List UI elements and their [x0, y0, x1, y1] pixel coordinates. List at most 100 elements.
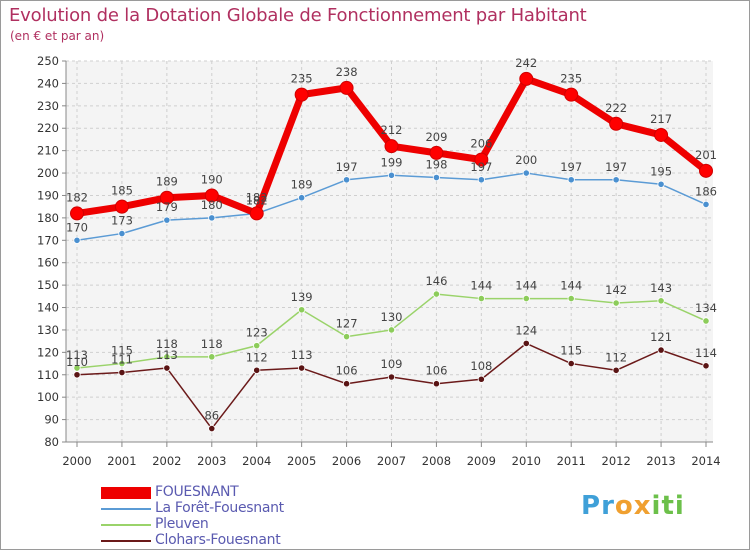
x-tick-label: 2002 — [152, 454, 181, 468]
data-point-fouesnant — [339, 80, 354, 95]
data-label-pleuven: 143 — [650, 281, 672, 295]
proxiti-logo: Proxiti — [581, 491, 685, 521]
data-label-fouesnant: 206 — [470, 137, 492, 151]
x-tick-label: 2000 — [62, 454, 91, 468]
x-tick-label: 2004 — [242, 454, 271, 468]
x-tick-label: 2006 — [332, 454, 361, 468]
data-point-pleuven — [522, 294, 530, 303]
data-point-fouesnant — [474, 152, 489, 167]
data-point-clohars-fouesnant — [387, 373, 396, 381]
y-tick-label: 90 — [44, 413, 59, 427]
y-tick-label: 230 — [37, 99, 59, 113]
data-label-pleuven: 142 — [605, 283, 627, 297]
data-label-clohars-fouesnant: 114 — [695, 346, 717, 360]
data-label-clohars-fouesnant: 121 — [650, 330, 672, 344]
y-tick-label: 200 — [37, 166, 59, 180]
data-label-clohars-fouesnant: 110 — [66, 355, 88, 369]
data-point-clohars-fouesnant — [118, 368, 126, 377]
chart-subtitle: (en € et par an) — [10, 29, 105, 43]
x-tick-label: 2012 — [602, 454, 631, 468]
legend-swatch — [101, 501, 151, 517]
data-point-pleuven — [208, 353, 216, 361]
logo-letter: x — [633, 491, 652, 521]
data-point-fouesnant — [294, 87, 309, 102]
data-point-fouesnant — [114, 199, 129, 214]
data-point-la-for-t-fouesnant — [298, 194, 306, 202]
data-label-fouesnant: 242 — [515, 56, 537, 70]
data-label-la-for-t-fouesnant: 182 — [246, 193, 268, 207]
x-tick-label: 2013 — [646, 454, 675, 468]
data-point-clohars-fouesnant — [73, 371, 81, 379]
y-tick-label: 150 — [37, 278, 59, 292]
data-label-fouesnant: 212 — [381, 123, 403, 137]
x-tick-label: 2011 — [557, 454, 586, 468]
data-label-la-for-t-fouesnant: 189 — [291, 178, 313, 192]
data-point-fouesnant — [384, 139, 399, 154]
data-point-clohars-fouesnant — [163, 364, 171, 372]
logo-letter: i — [651, 491, 662, 521]
x-tick-label: 2010 — [512, 454, 541, 468]
data-label-fouesnant: 222 — [605, 101, 627, 115]
data-label-fouesnant: 182 — [246, 190, 268, 204]
data-label-clohars-fouesnant: 106 — [336, 364, 358, 378]
data-label-fouesnant: 189 — [156, 175, 178, 189]
y-tick-label: 180 — [37, 211, 59, 225]
data-label-pleuven: 139 — [291, 290, 313, 304]
y-tick-label: 80 — [44, 435, 59, 449]
data-point-pleuven — [298, 306, 306, 314]
data-label-fouesnant: 235 — [560, 72, 582, 86]
data-label-clohars-fouesnant: 124 — [515, 323, 537, 337]
data-point-clohars-fouesnant — [567, 359, 575, 368]
data-point-fouesnant — [609, 116, 624, 131]
data-point-fouesnant — [204, 188, 219, 203]
data-label-la-for-t-fouesnant: 195 — [650, 164, 672, 178]
y-tick-label: 240 — [37, 76, 59, 90]
data-label-la-for-t-fouesnant: 198 — [425, 158, 447, 172]
y-tick-label: 120 — [37, 345, 59, 359]
data-label-la-for-t-fouesnant: 199 — [381, 155, 403, 169]
legend-label: FOUESNANT — [155, 484, 239, 500]
data-point-la-for-t-fouesnant — [342, 176, 351, 184]
logo-letter: P — [581, 491, 602, 521]
data-point-clohars-fouesnant — [477, 375, 485, 383]
legend-line — [101, 508, 151, 510]
logo-letter: i — [674, 491, 685, 521]
legend-label: Pleuven — [155, 516, 209, 532]
data-point-fouesnant — [159, 190, 174, 205]
data-label-pleuven: 118 — [201, 337, 223, 351]
data-label-fouesnant: 185 — [111, 184, 133, 198]
legend-line — [101, 524, 151, 526]
data-label-la-for-t-fouesnant: 186 — [695, 184, 717, 198]
data-point-pleuven — [73, 364, 81, 372]
data-point-fouesnant — [564, 87, 579, 102]
data-label-fouesnant: 182 — [66, 190, 88, 204]
data-label-la-for-t-fouesnant: 179 — [156, 200, 178, 214]
data-label-clohars-fouesnant: 113 — [156, 348, 178, 362]
y-tick-label: 250 — [37, 54, 59, 68]
y-tick-label: 100 — [37, 390, 59, 404]
y-tick-label: 130 — [37, 323, 59, 337]
data-point-pleuven — [432, 290, 441, 298]
logo-letter: o — [614, 491, 634, 521]
data-point-la-for-t-fouesnant — [387, 171, 396, 179]
data-point-fouesnant — [519, 71, 534, 86]
data-point-pleuven — [163, 353, 171, 361]
data-label-la-for-t-fouesnant: 200 — [515, 153, 537, 167]
x-tick-label: 2005 — [287, 454, 316, 468]
y-tick-label: 140 — [37, 301, 59, 315]
data-label-la-for-t-fouesnant: 197 — [336, 160, 358, 174]
data-label-la-for-t-fouesnant: 197 — [605, 160, 627, 174]
legend-label: La Forêt-Fouesnant — [155, 500, 284, 516]
data-point-fouesnant — [70, 206, 84, 221]
data-label-fouesnant: 217 — [650, 112, 672, 126]
data-label-la-for-t-fouesnant: 197 — [470, 160, 492, 174]
data-label-pleuven: 144 — [470, 279, 492, 293]
data-point-clohars-fouesnant — [253, 366, 261, 374]
legend-swatch — [101, 485, 151, 501]
data-point-clohars-fouesnant — [657, 346, 665, 354]
data-point-la-for-t-fouesnant — [567, 176, 575, 184]
data-point-pleuven — [702, 317, 710, 325]
data-point-la-for-t-fouesnant — [73, 236, 81, 244]
data-label-clohars-fouesnant: 112 — [605, 350, 627, 364]
